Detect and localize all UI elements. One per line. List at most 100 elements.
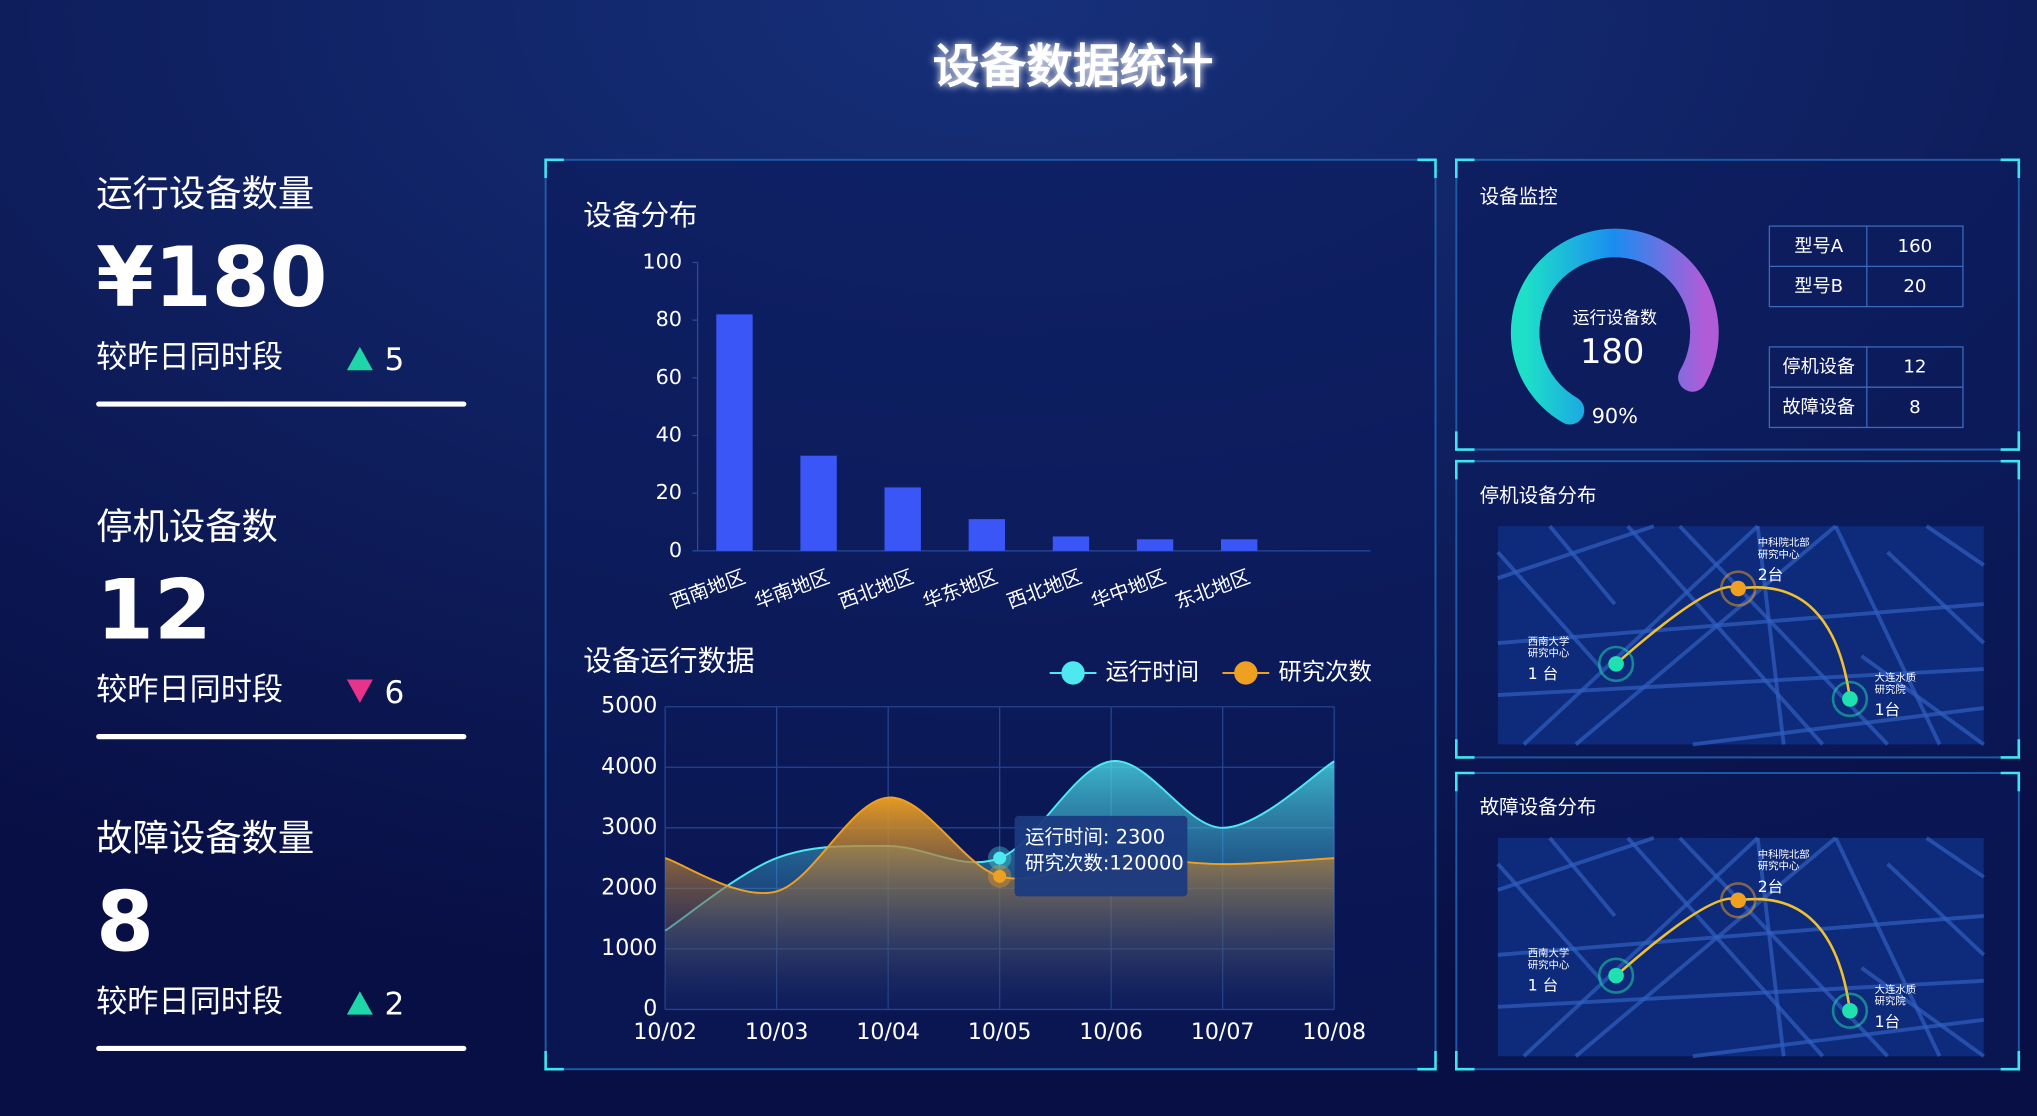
corner (2000, 459, 2021, 480)
map-road (1692, 1017, 1984, 1059)
series-line (664, 796, 1335, 894)
kpi-label: 故障设备数量 (96, 817, 314, 860)
tooltip (1014, 815, 1188, 897)
map-point (1842, 691, 1858, 707)
y-tick-label: 40 (656, 422, 682, 446)
tooltip-text: 运行时间: 2300 (1025, 825, 1165, 848)
table-cell: 故障设备 (1782, 397, 1855, 418)
map-road (1497, 602, 1984, 646)
series-area (665, 797, 1335, 1010)
map-road (1678, 524, 1890, 746)
kpi-compare: 较昨日同时段 (96, 340, 283, 376)
bar (716, 314, 753, 551)
kpi-divider (96, 734, 467, 740)
map-count: 1台 (1875, 701, 1901, 719)
map-ring (1720, 882, 1757, 919)
corner (2000, 739, 2021, 759)
x-tick-label: 10/08 (1302, 1020, 1366, 1045)
table-cell: 型号B (1794, 276, 1843, 297)
map-road (1626, 524, 1825, 746)
kpi-compare: 较昨日同时段 (96, 984, 283, 1020)
map-label: 大连水质 (1875, 671, 1917, 684)
x-tick-label: 10/04 (856, 1020, 920, 1045)
x-tick-label: 10/02 (633, 1020, 697, 1045)
map-label: 研究中心 (1758, 860, 1800, 873)
map-label: 研究中心 (1528, 958, 1570, 971)
y-tick-label: 1000 (601, 936, 657, 961)
gauge-value: 180 (1580, 332, 1644, 371)
chart-title: 设备分布 (583, 198, 697, 232)
map-road (1497, 836, 1655, 892)
map-road (1497, 913, 1984, 957)
panel-title: 故障设备分布 (1480, 796, 1597, 819)
map-road (1497, 524, 1655, 580)
corner (1455, 1051, 1475, 1071)
map-road (1548, 524, 1617, 606)
gauge-arc (1510, 228, 1719, 425)
corner (544, 158, 564, 179)
table-cell: 12 (1903, 357, 1926, 378)
corner (544, 1051, 564, 1071)
map-count: 1台 (1875, 1013, 1901, 1031)
bar (800, 455, 837, 551)
map-label: 中科院北部 (1758, 536, 1810, 549)
corner (1417, 158, 1437, 179)
corner (2000, 158, 2021, 179)
kpi-change: 5 (385, 342, 405, 378)
map-label: 研究中心 (1528, 646, 1570, 659)
y-tick-label: 5000 (601, 694, 657, 719)
map-road (1755, 525, 1786, 745)
map-label: 大连水质 (1875, 983, 1917, 996)
map-point (1730, 580, 1746, 597)
bar (1052, 536, 1090, 551)
map-ring (1831, 992, 1869, 1029)
map-label: 中科院北部 (1758, 848, 1810, 861)
map-road (1548, 836, 1617, 918)
y-tick-label: 80 (656, 307, 682, 331)
y-tick-label: 3000 (601, 815, 657, 840)
corner (2000, 771, 2021, 792)
panel-title: 停机设备分布 (1480, 484, 1597, 507)
corner (1455, 431, 1475, 451)
y-tick-label: 100 (642, 249, 682, 273)
map-road (1833, 525, 1942, 746)
y-tick-label: 60 (656, 365, 682, 389)
map-ring (1597, 957, 1635, 994)
map-road (1522, 524, 1760, 746)
table-cell: 160 (1898, 236, 1933, 257)
trend-icon (346, 679, 373, 703)
corner (2000, 431, 2021, 451)
kpi-divider (96, 401, 467, 407)
legend-label: 研究次数 (1278, 657, 1372, 685)
kpi-label: 停机设备数 (96, 505, 278, 548)
map-road (1886, 862, 1986, 957)
corner (2000, 1051, 2021, 1071)
map-count: 2台 (1758, 878, 1784, 896)
map-road (1574, 836, 1837, 1058)
kpi-divider (96, 1045, 467, 1052)
kpi-value: ¥180 (96, 229, 327, 326)
gauge-percent: 90% (1592, 404, 1638, 428)
table-cell: 8 (1909, 397, 1921, 418)
map-point (1608, 967, 1624, 984)
map-road (1755, 837, 1786, 1057)
map-road (1860, 654, 1985, 747)
legend-dot (1234, 661, 1258, 685)
map-label: 研究院 (1875, 683, 1907, 696)
map-ring (1831, 680, 1869, 718)
legend-label: 运行时间 (1106, 657, 1200, 685)
map-road (1496, 550, 1604, 671)
y-tick-label: 4000 (601, 754, 657, 779)
map-ring (1720, 570, 1757, 607)
y-tick-label: 2000 (601, 875, 657, 900)
panel-corners (544, 158, 2021, 1071)
x-tick-label: 10/03 (745, 1020, 809, 1045)
map-ring (1597, 645, 1635, 683)
hover-marker (993, 851, 1007, 865)
x-tick-label: 10/07 (1191, 1020, 1255, 1045)
corner (1455, 739, 1475, 759)
map-label: 研究中心 (1758, 548, 1800, 561)
kpi-change: 6 (385, 675, 405, 711)
map-road (1497, 667, 1984, 698)
map-label: 研究院 (1875, 995, 1907, 1008)
